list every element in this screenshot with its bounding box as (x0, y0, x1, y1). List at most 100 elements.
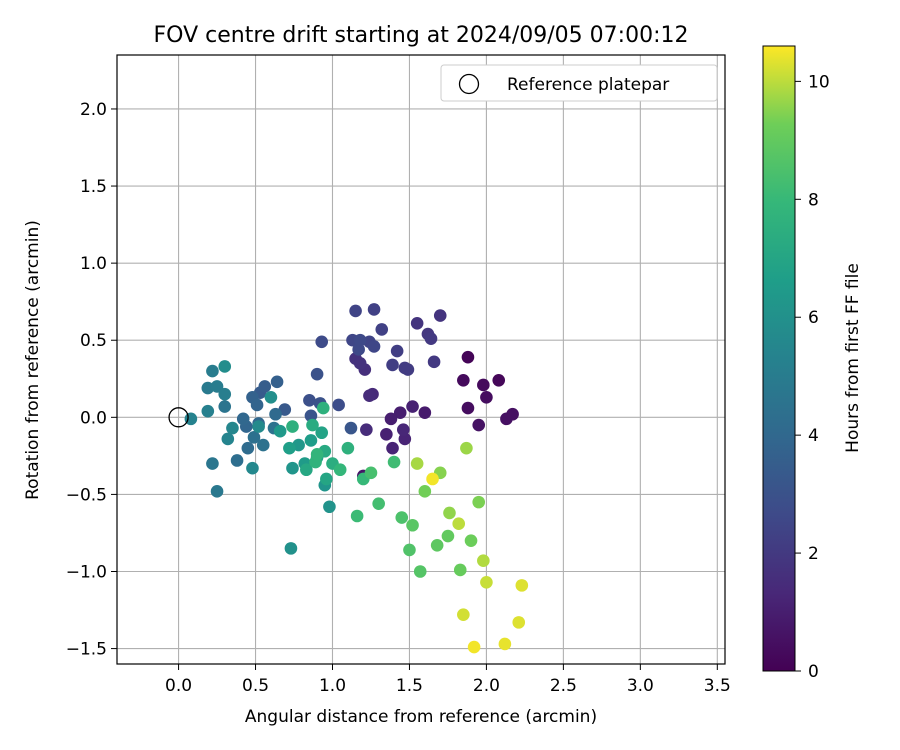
x-tick-label: 2.0 (473, 676, 500, 696)
scatter-point (218, 360, 232, 373)
scatter-point (386, 441, 399, 455)
scatter-point (457, 608, 470, 621)
scatter-point (480, 575, 493, 589)
scatter-point (500, 412, 513, 426)
scatter-point (300, 463, 313, 477)
scatter-point (464, 534, 478, 547)
scatter-point (380, 427, 393, 441)
plot-frame (116, 54, 726, 665)
scatter-point (246, 461, 259, 475)
reference-platepar-marker (168, 407, 189, 428)
scatter-point (201, 404, 215, 418)
scatter-point (303, 394, 316, 407)
scatter-point (264, 390, 278, 404)
scatter-point (332, 398, 345, 412)
scatter-point (457, 374, 470, 387)
colorbar-tick-label: 2 (808, 544, 819, 564)
scatter-point (350, 509, 364, 523)
y-tick-label: −1.5 (66, 640, 107, 660)
scatter-point (390, 344, 404, 358)
scatter-point (316, 401, 330, 415)
legend: Reference platepar (440, 64, 718, 102)
scatter-point (477, 554, 490, 568)
scatter-point (515, 579, 529, 592)
legend-box (440, 64, 718, 102)
scatter-point (323, 500, 336, 514)
scatter-point (304, 434, 318, 447)
scatter-point (406, 400, 419, 413)
scatter-point (247, 431, 261, 444)
scatter-point (210, 485, 224, 498)
colorbar-tick-label: 0 (808, 662, 819, 682)
scatter-point (241, 441, 255, 455)
reference-marker (168, 407, 189, 428)
scatter-point (315, 426, 329, 440)
scatter-point (344, 421, 358, 435)
colorbar: 0 2 4 6 8 10 Hours from first FF file (762, 45, 863, 682)
scatter-point (406, 518, 419, 532)
scatter-point (424, 332, 438, 345)
scatter-point (384, 412, 398, 426)
y-tick-label: −1.0 (66, 562, 107, 582)
legend-label: Reference platepar (507, 75, 669, 95)
scatter-point (353, 333, 367, 347)
scatter-point (472, 418, 486, 432)
y-axis-ticks: −1.5 −1.0 −0.5 0.0 0.5 1.0 1.5 2.0 (66, 100, 117, 660)
scatter-point (403, 543, 416, 557)
scatter-point (498, 637, 512, 651)
colorbar-ticks: 0 2 4 6 8 10 (795, 72, 830, 682)
scatter-point (363, 389, 376, 403)
data-points (184, 303, 529, 654)
scatter-point (236, 412, 250, 426)
x-tick-label: 0.0 (165, 676, 192, 696)
scatter-point (367, 340, 381, 353)
scatter-point (372, 497, 385, 510)
chart-title: FOV centre drift starting at 2024/09/05 … (154, 23, 689, 48)
y-tick-label: 0.0 (80, 408, 107, 428)
scatter-point (258, 380, 272, 393)
x-tick-label: 3.5 (704, 676, 731, 696)
scatter-point (320, 472, 333, 486)
scatter-point (333, 463, 347, 477)
scatter-point (256, 438, 270, 452)
x-tick-label: 3.0 (627, 676, 654, 696)
scatter-point (395, 511, 409, 524)
scatter-point (413, 565, 427, 578)
colorbar-tick-label: 10 (808, 72, 830, 92)
scatter-point (386, 358, 399, 372)
colorbar-label: Hours from first FF file (843, 263, 863, 453)
x-tick-label: 0.5 (242, 676, 269, 696)
scatter-point (461, 350, 475, 364)
scatter-point (512, 616, 526, 629)
scatter-point (206, 457, 219, 470)
scatter-point (221, 432, 235, 446)
scatter-point (452, 517, 466, 530)
scatter-point (360, 423, 373, 436)
scatter-point (460, 441, 473, 455)
x-tick-label: 1.0 (319, 676, 346, 696)
scatter-point (461, 401, 475, 415)
colorbar-tick-label: 8 (808, 190, 819, 210)
scatter-point (226, 421, 239, 435)
scatter-point (410, 316, 424, 330)
scatter-point (453, 563, 467, 577)
scatter-point (401, 363, 415, 376)
y-tick-label: 1.5 (80, 177, 107, 197)
scatter-point (387, 455, 401, 469)
scatter-point (477, 378, 490, 392)
scatter-point (286, 461, 299, 475)
scatter-point (443, 506, 456, 520)
scatter-point (286, 420, 299, 433)
scatter-point (364, 466, 378, 480)
scatter-point (273, 424, 287, 438)
scatter-point (310, 448, 324, 461)
scatter-point (230, 454, 244, 467)
y-tick-label: 1.0 (80, 254, 107, 274)
scatter-point (480, 390, 493, 404)
scatter-point (396, 423, 410, 436)
scatter-point (206, 364, 219, 378)
scatter-point (352, 343, 365, 356)
scatter-point (418, 485, 432, 498)
scatter-point (433, 309, 447, 322)
